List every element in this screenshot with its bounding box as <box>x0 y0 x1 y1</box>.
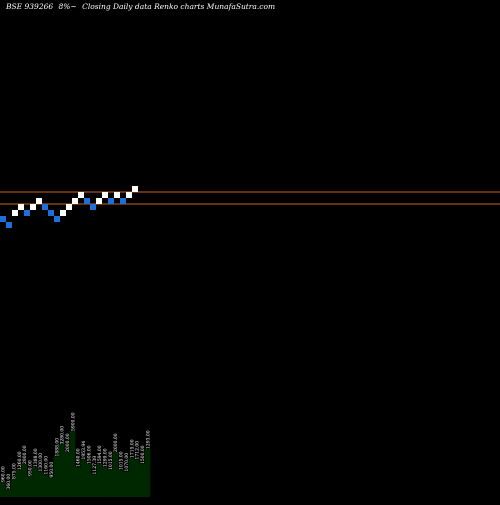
volume-label-21: 2000.00 <box>113 433 119 452</box>
volume-bar-7 <box>37 471 44 497</box>
down-brick-0 <box>0 216 6 222</box>
volume-bar-3 <box>16 470 22 497</box>
volume-bar-20 <box>107 470 113 497</box>
chart-title: BSE 939266 8%~ Closing Daily data Renko … <box>6 2 278 11</box>
volume-bar-26 <box>139 464 145 497</box>
volume-bar-4 <box>21 464 28 497</box>
volume-label-11: 3280.00 <box>60 426 66 445</box>
volume-bar-22 <box>117 470 124 497</box>
volume-label-8: 1160.00 <box>44 456 50 475</box>
volume-bar-8 <box>42 474 49 497</box>
volume-bar-18 <box>96 464 103 497</box>
volume-label-6: 1388.00 <box>33 448 39 467</box>
up-brick-2 <box>12 210 18 216</box>
volume-label-17: 1127.39 <box>92 456 98 475</box>
volume-bar-12 <box>64 452 70 497</box>
up-brick-16 <box>96 198 102 204</box>
volume-bar-19 <box>101 467 108 497</box>
down-brick-18 <box>108 198 114 204</box>
volume-bar-9 <box>48 477 54 497</box>
up-brick-22 <box>132 186 138 192</box>
volume-label-22: 1015.00 <box>119 451 125 470</box>
up-brick-11 <box>66 204 72 210</box>
volume-label-23: 1070.00 <box>124 453 130 472</box>
volume-bar-23 <box>123 471 129 497</box>
up-brick-21 <box>126 192 132 198</box>
volume-bar-0 <box>0 482 6 497</box>
volume-bar-14 <box>75 467 81 497</box>
title-change: 8%~ <box>58 2 77 11</box>
volume-bar-5 <box>26 476 33 497</box>
up-brick-19 <box>114 192 120 198</box>
volume-label-9: 950.00 <box>49 462 55 478</box>
up-brick-3 <box>18 204 24 210</box>
down-brick-9 <box>54 216 60 222</box>
title-description: Closing Daily data Renko charts MunafaSu… <box>82 2 276 11</box>
up-brick-5 <box>30 204 36 210</box>
down-brick-1 <box>6 222 12 228</box>
volume-label-26: 1500.00 <box>140 445 146 464</box>
volume-label-4: 2900.00 <box>22 445 28 464</box>
volume-bar-10 <box>53 456 60 497</box>
volume-label-13: 5900.00 <box>70 412 76 431</box>
down-brick-20 <box>120 198 126 204</box>
volume-label-2: 875.00 <box>11 463 17 479</box>
up-brick-6 <box>36 198 42 204</box>
up-brick-13 <box>78 192 84 198</box>
down-brick-15 <box>90 204 96 210</box>
volume-label-10: 1888.00 <box>54 438 60 457</box>
volume-label-14: 1460.00 <box>76 448 82 467</box>
volume-label-12: 2000.00 <box>65 433 71 452</box>
volume-label-15: 1953.94 <box>81 441 87 460</box>
volume-bar-25 <box>133 459 140 497</box>
volume-bar-1 <box>5 489 12 497</box>
volume-bar-24 <box>128 458 135 497</box>
down-brick-14 <box>84 198 90 204</box>
volume-label-24: 1715.00 <box>129 439 135 458</box>
volume-bar-21 <box>112 452 119 497</box>
title-symbol: BSE 939266 <box>6 2 54 11</box>
volume-label-27: 1293.00 <box>145 430 151 449</box>
volume-label-18: 1594.00 <box>97 445 103 464</box>
up-brick-10 <box>60 210 66 216</box>
volume-label-25: 1712.00 <box>135 441 141 460</box>
volume-label-1: 360.00 <box>6 474 12 490</box>
volume-label-7: 1300.00 <box>38 453 44 472</box>
volume-bar-17 <box>91 474 97 497</box>
volume-bar-13 <box>69 431 76 497</box>
volume-bar-11 <box>58 444 65 497</box>
volume-bar-6 <box>32 467 38 497</box>
renko-bricks <box>0 186 138 228</box>
volume-bar-2 <box>10 479 17 497</box>
volume-bar-15 <box>80 459 87 497</box>
down-brick-4 <box>24 210 30 216</box>
volume-bar-16 <box>85 464 92 497</box>
up-brick-17 <box>102 192 108 198</box>
volume-label-5: 950.00 <box>27 460 33 476</box>
volume-label-3: 1260.00 <box>17 451 23 470</box>
down-brick-7 <box>42 204 48 210</box>
volume-label-16: 1506.00 <box>86 445 92 464</box>
volume-label-20: 1015.00 <box>108 451 114 470</box>
up-brick-12 <box>72 198 78 204</box>
down-brick-8 <box>48 210 54 216</box>
volume-bar-27 <box>144 449 151 497</box>
volume-label-0: 960.00 <box>1 466 7 482</box>
volume-label-19: 1299.00 <box>102 448 108 467</box>
